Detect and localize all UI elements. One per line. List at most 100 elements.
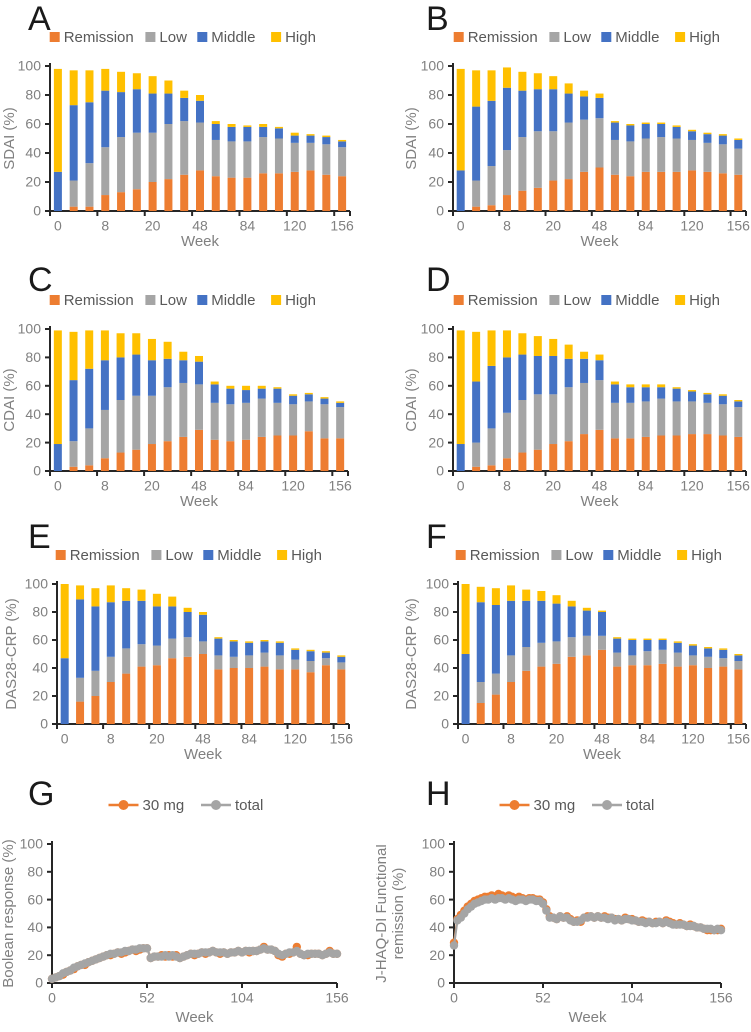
legend-item-high: High — [677, 547, 722, 564]
x-tick-label: 104 — [230, 990, 254, 1006]
bar-week-8 — [507, 585, 516, 724]
legend-marker — [211, 800, 221, 810]
bar-segment-low — [69, 441, 78, 467]
bar-segment-low — [641, 401, 650, 437]
bar-segment-middle — [338, 141, 347, 148]
bar-segment-remission — [259, 173, 268, 211]
bar-segment-low — [179, 382, 188, 437]
bar-segment-middle — [275, 642, 284, 656]
bar-segment-high — [180, 90, 189, 98]
stacked-bar-chart: Remission Low Middle High020406080100DAS28-… — [3, 547, 353, 763]
bar-segment-low — [243, 141, 252, 178]
bar-segment-middle — [718, 135, 727, 145]
bar-segment-remission — [688, 170, 697, 211]
bar-segment-low — [116, 400, 125, 453]
bar-week-84 — [641, 384, 650, 471]
bar-segment-middle — [291, 649, 300, 660]
bar-segment-low — [259, 137, 268, 174]
y-tick-label: 0 — [441, 716, 449, 732]
bar-week-144 — [718, 394, 727, 471]
bar-segment-middle — [116, 357, 125, 400]
bar-segment-high — [595, 93, 604, 98]
bar-segment-middle — [472, 381, 481, 443]
x-tick-label: 120 — [680, 218, 704, 234]
bar-segment-remission — [229, 668, 238, 724]
bar-segment-middle — [472, 106, 481, 181]
bar-week-144 — [320, 397, 329, 471]
bar-segment-remission — [101, 195, 110, 211]
bar-week-2 — [69, 70, 78, 211]
bar-segment-high — [306, 649, 315, 652]
bar-segment-high — [456, 68, 465, 171]
y-axis-title: SDAI (%) — [403, 107, 420, 170]
y-tick-label: 60 — [25, 116, 41, 132]
y-tick-label: 80 — [25, 87, 41, 103]
x-tick-label: 48 — [594, 731, 610, 747]
bar-segment-high — [703, 392, 712, 395]
panel-A: A Remission Low Middle High 0 20 40 60 80 100 SDAI… — [0, 0, 376, 255]
legend-label: Remission — [468, 292, 538, 309]
bar-week-156 — [336, 401, 345, 471]
bar-segment-low — [734, 148, 743, 175]
stacked-bar-chart: Remission Low Middle High020406080100DAS28-… — [403, 547, 750, 763]
bar-segment-high — [518, 71, 527, 91]
bar-segment-remission — [168, 658, 177, 724]
bar-segment-low — [564, 122, 573, 180]
y-tick-label: 0 — [40, 716, 48, 732]
bar-segment-middle — [688, 391, 697, 402]
bar-segment-middle — [306, 651, 315, 661]
bar-segment-remission — [549, 444, 558, 471]
legend-item-middle: Middle — [601, 292, 659, 309]
legend-item-low: Low — [151, 547, 193, 564]
bar-week-96 — [259, 124, 268, 211]
bar-segment-high — [168, 596, 177, 607]
bar-week-84 — [643, 638, 652, 724]
data-point — [449, 941, 459, 950]
bar-segment-middle — [196, 100, 204, 123]
bar-week-96 — [657, 384, 666, 471]
bar-segment-remission — [132, 189, 141, 211]
bar-week-132 — [703, 132, 712, 211]
bar-segment-remission — [487, 465, 496, 471]
bar-week-72 — [626, 124, 635, 211]
panel-label-G: G — [28, 775, 55, 813]
bar-segment-low — [85, 163, 94, 207]
bar-segment-remission — [320, 438, 329, 471]
bar-segment-remission — [610, 174, 619, 211]
bar-week-20 — [147, 338, 156, 471]
bar-segment-middle — [304, 394, 313, 402]
bar-segment-low — [106, 656, 115, 682]
bar-segment-remission — [338, 176, 347, 211]
bar-segment-high — [567, 600, 576, 607]
x-tick-label: 48 — [195, 731, 211, 747]
y-axis-title: Boolean response (%) — [0, 839, 17, 987]
bar-segment-low — [321, 658, 330, 666]
y-tick-label: 40 — [25, 145, 41, 161]
bar-segment-high — [195, 355, 203, 362]
legend-item-30-mg: 30 mg — [499, 797, 575, 814]
y-tick-label: 20 — [32, 688, 48, 704]
bar-segment-remission — [289, 435, 298, 471]
legend-label: Low — [565, 547, 593, 564]
bar-segment-middle — [60, 658, 69, 724]
bar-segment-high — [626, 124, 635, 126]
bar-segment-remission — [306, 170, 315, 211]
bar-segment-high — [290, 132, 299, 136]
chart-C: Remission Low Middle High 0 20 40 60 80 100 CDAI (… — [0, 255, 376, 510]
bar-segment-high — [673, 641, 682, 643]
bar-segment-remission — [491, 694, 500, 724]
bar-segment-middle — [595, 97, 604, 119]
bar-week-144 — [718, 134, 727, 211]
bar-week-108 — [274, 126, 283, 211]
bar-segment-low — [164, 124, 173, 180]
bar-segment-high — [580, 351, 589, 359]
bar-segment-remission — [91, 696, 100, 724]
bar-segment-middle — [703, 134, 712, 143]
bar-segment-high — [320, 397, 329, 399]
bar-segment-middle — [179, 360, 188, 383]
bar-segment-high — [53, 330, 62, 445]
y-axis-title: CDAI (%) — [1, 368, 18, 431]
bar-segment-low — [657, 398, 666, 436]
